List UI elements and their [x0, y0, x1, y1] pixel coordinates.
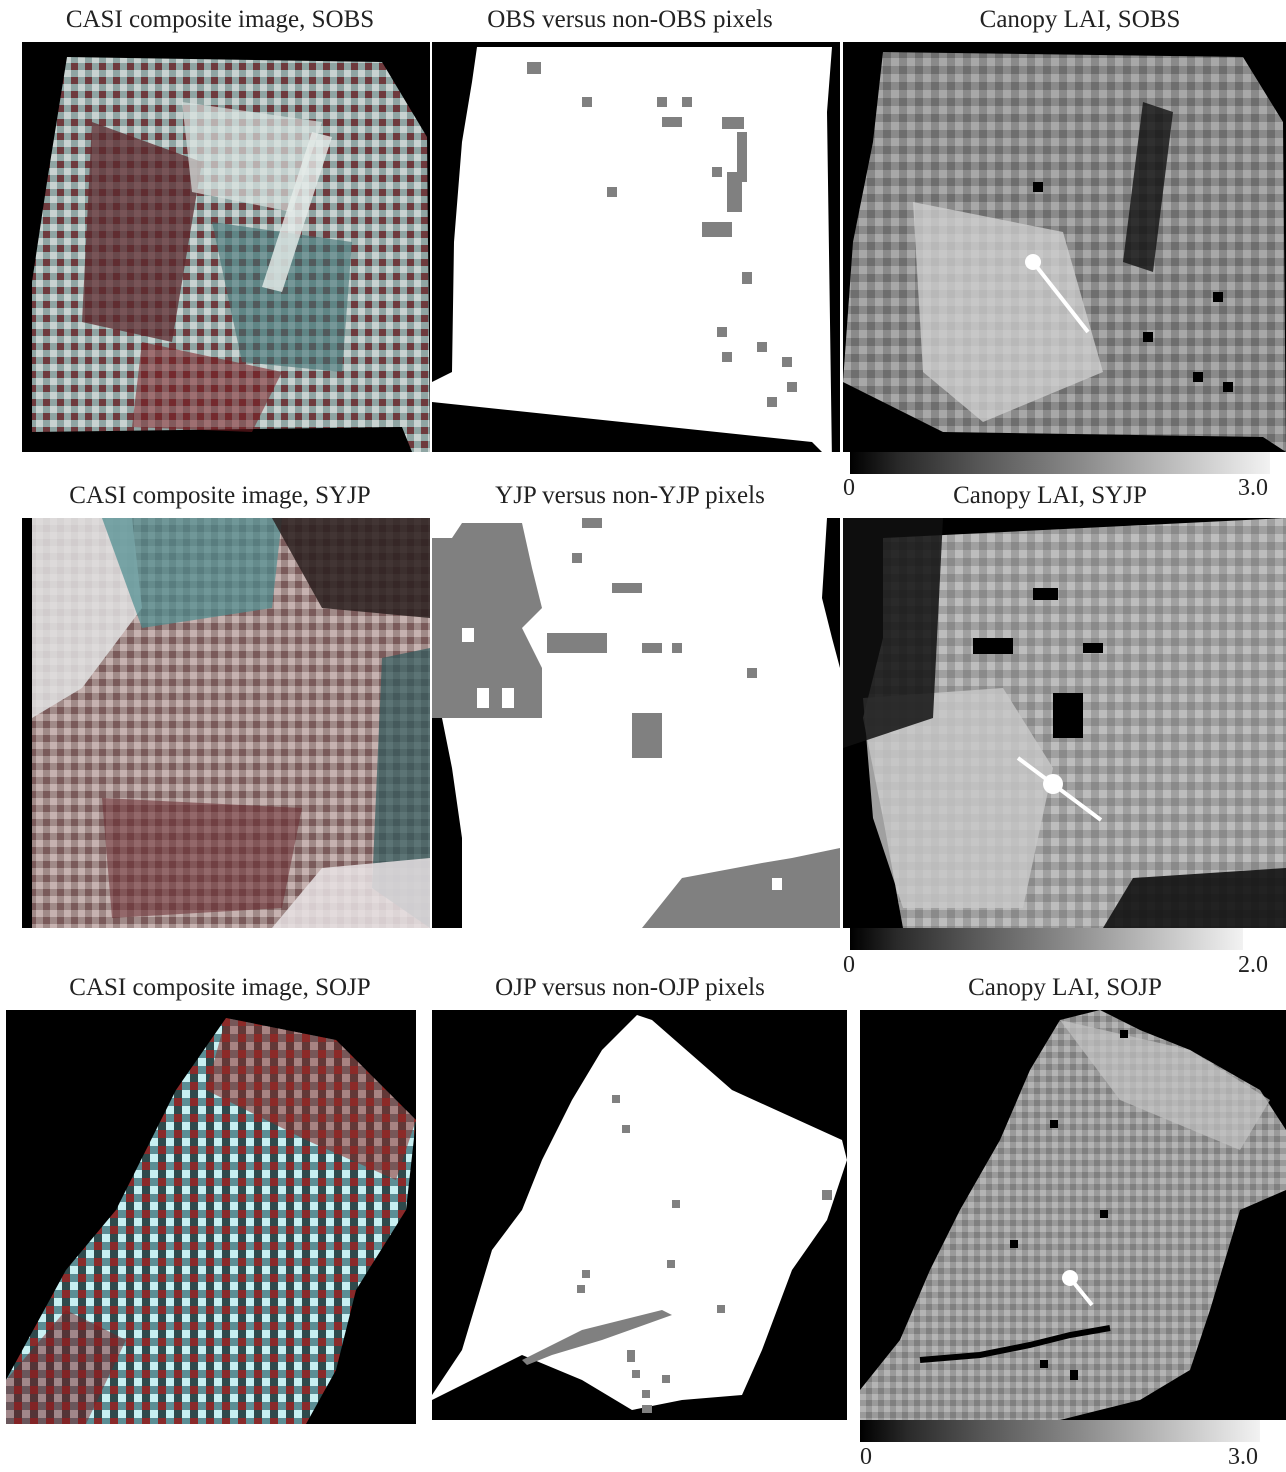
lai-panel-sojp: [860, 1010, 1286, 1420]
colorbar-min-label-syjp: 0: [843, 952, 855, 978]
colorbar-min-label-sobs: 0: [843, 475, 855, 501]
colorbar-min-label-sojp: 0: [860, 1444, 872, 1470]
lai-panel-sobs: [843, 42, 1286, 452]
colorbar-max-label-syjp: 2.0: [1238, 952, 1268, 978]
lai-colorbar-sojp: [860, 1420, 1260, 1442]
transect-marker-syjp: [1043, 774, 1063, 794]
mask-title-yjp: YJP versus non-YJP pixels: [495, 482, 765, 509]
lai-title-sojp: Canopy LAI, SOJP: [968, 974, 1162, 1001]
lai-panel-syjp: [843, 518, 1286, 928]
composite-title-sobs: CASI composite image, SOBS: [65, 6, 375, 33]
transect-marker-sobs: [1025, 254, 1041, 270]
colorbar-max-label-sobs: 3.0: [1238, 475, 1268, 501]
dark-channel-sojp: [919, 1325, 1111, 1363]
lai-title-syjp: Canopy LAI, SYJP: [953, 482, 1147, 509]
composite-title-syjp: CASI composite image, SYJP: [69, 482, 371, 509]
transect-line-sobs: [1031, 260, 1090, 334]
colorbar-max-label-sojp: 3.0: [1228, 1444, 1258, 1470]
lai-colorbar-syjp: [850, 928, 1243, 950]
mask-title-ojp: OJP versus non-OJP pixels: [495, 974, 765, 1001]
casi-composite-panel-syjp: [22, 518, 430, 928]
ojp-mask-panel: [432, 1010, 847, 1420]
lai-title-sobs: Canopy LAI, SOBS: [979, 6, 1181, 33]
mask-title-obs: OBS versus non-OBS pixels: [487, 6, 773, 33]
casi-composite-panel-sojp: [6, 1010, 416, 1424]
composite-title-sojp: CASI composite image, SOJP: [69, 974, 371, 1001]
yjp-mask-panel: [432, 518, 840, 928]
transect-marker-sojp: [1062, 1270, 1078, 1286]
obs-mask-panel: [432, 42, 840, 452]
lai-colorbar-sobs: [850, 452, 1270, 474]
casi-composite-panel-sobs: [22, 42, 430, 452]
